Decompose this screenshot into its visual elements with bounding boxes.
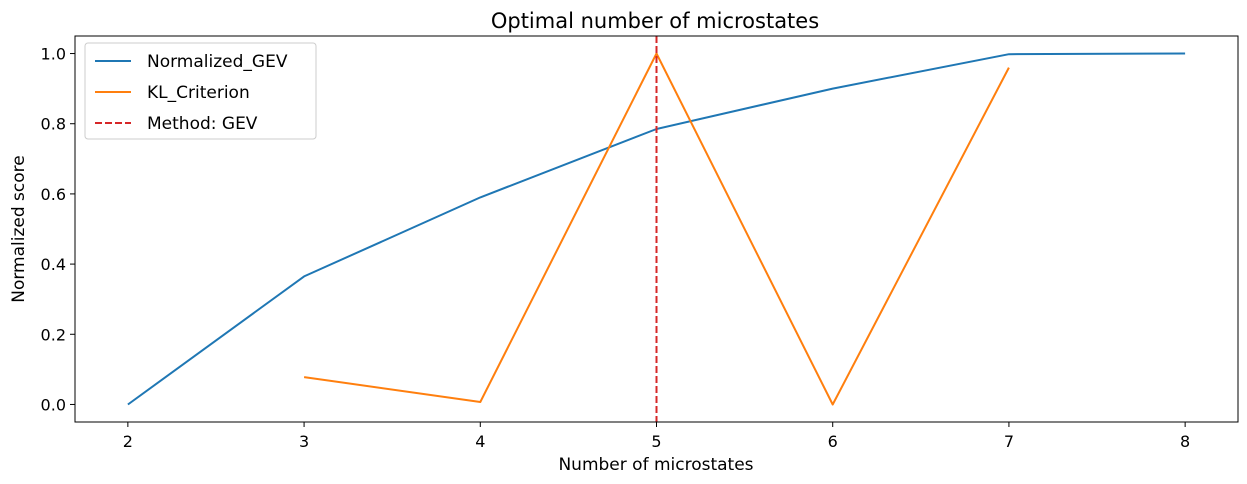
x-axis-label: Number of microstates xyxy=(558,455,753,475)
legend-label-normalized-gev: Normalized_GEV xyxy=(147,52,288,72)
y-tick-label: 0.0 xyxy=(41,395,66,414)
x-tick-label: 4 xyxy=(475,432,485,451)
y-tick-label: 0.2 xyxy=(41,325,66,344)
plot-lines xyxy=(127,36,1186,422)
series-line-kl-criterion xyxy=(303,52,1010,406)
chart-title: Optimal number of microstates xyxy=(491,9,819,33)
y-tick-label: 0.4 xyxy=(41,255,66,274)
legend: Normalized_GEV KL_Criterion Method: GEV xyxy=(84,42,317,140)
x-tick-label: 8 xyxy=(1180,432,1190,451)
x-tick-label: 7 xyxy=(1004,432,1014,451)
x-axis: 2 3 4 5 6 7 8 xyxy=(123,422,1190,451)
legend-box xyxy=(84,42,317,140)
y-tick-label: 0.6 xyxy=(41,185,66,204)
x-tick-label: 5 xyxy=(651,432,661,451)
y-axis-label: Normalized score xyxy=(9,155,29,303)
legend-label-method-gev: Method: GEV xyxy=(147,114,258,134)
legend-label-kl-criterion: KL_Criterion xyxy=(147,83,250,103)
x-tick-label: 3 xyxy=(299,432,309,451)
x-tick-label: 6 xyxy=(828,432,838,451)
x-tick-label: 2 xyxy=(123,432,133,451)
y-tick-label: 0.8 xyxy=(41,115,66,134)
y-tick-label: 1.0 xyxy=(41,45,66,64)
y-axis: 0.0 0.2 0.4 0.6 0.8 1.0 xyxy=(41,45,75,414)
